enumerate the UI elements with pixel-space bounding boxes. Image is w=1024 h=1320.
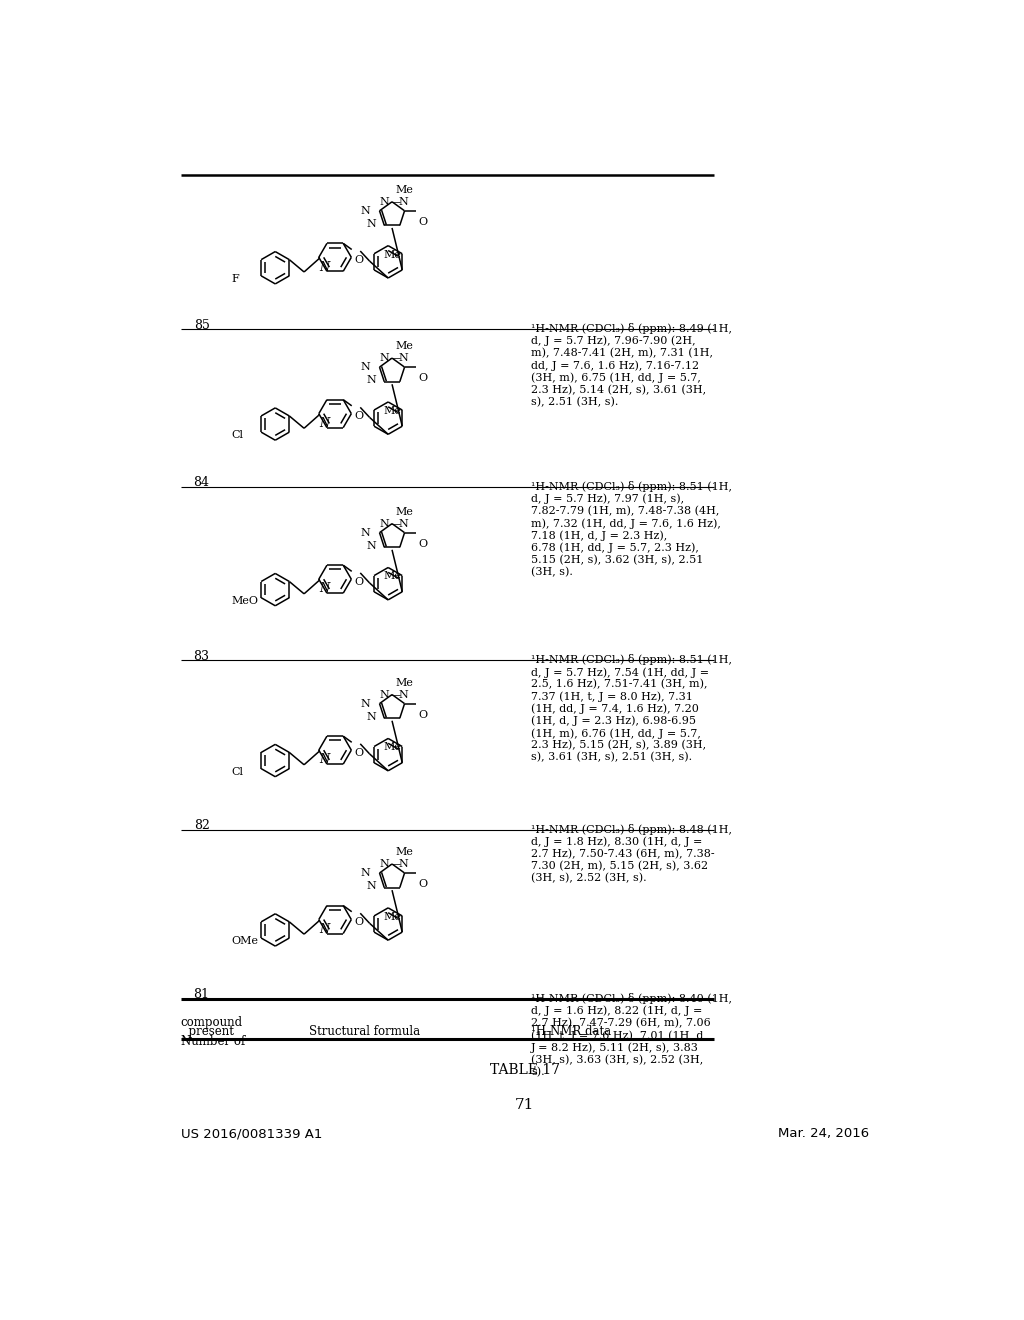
- Text: ¹H-NMR (CDCl₃) δ (ppm): 8.51 (1H,
d, J = 5.7 Hz), 7.54 (1H, dd, J =
2.5, 1.6 Hz): ¹H-NMR (CDCl₃) δ (ppm): 8.51 (1H, d, J =…: [531, 655, 732, 763]
- Text: Cl: Cl: [231, 430, 244, 440]
- Text: ¹H-NMR (CDCl₃) δ (ppm): 8.48 (1H,
d, J = 1.8 Hz), 8.30 (1H, d, J =
2.7 Hz), 7.50: ¹H-NMR (CDCl₃) δ (ppm): 8.48 (1H, d, J =…: [531, 824, 732, 883]
- Text: 81: 81: [194, 989, 210, 1002]
- Text: —: —: [390, 690, 400, 700]
- Text: MeO: MeO: [231, 595, 259, 606]
- Text: N: N: [367, 541, 377, 550]
- Text: Me: Me: [396, 847, 414, 857]
- Text: 83: 83: [194, 649, 210, 663]
- Text: O: O: [355, 577, 364, 587]
- Text: Me: Me: [384, 405, 401, 416]
- Text: N: N: [380, 197, 389, 207]
- Text: N: N: [380, 519, 389, 529]
- Text: present: present: [180, 1026, 233, 1039]
- Text: Cl: Cl: [231, 767, 244, 776]
- Text: ¹H-NMR (CDCl₃) δ (ppm): 8.51 (1H,
d, J = 5.7 Hz), 7.97 (1H, s),
7.82-7.79 (1H, m: ¹H-NMR (CDCl₃) δ (ppm): 8.51 (1H, d, J =…: [531, 480, 732, 577]
- Text: N: N: [380, 354, 389, 363]
- Text: F: F: [231, 275, 240, 284]
- Text: Me: Me: [396, 185, 414, 195]
- Text: —: —: [390, 859, 400, 870]
- Text: Me: Me: [384, 572, 401, 581]
- Text: O: O: [419, 539, 428, 549]
- Text: ¹H-NMR (CDCl₃) δ (ppm): 8.49 (1H,
d, J = 5.7 Hz), 7.96-7.90 (2H,
m), 7.48-7.41 (: ¹H-NMR (CDCl₃) δ (ppm): 8.49 (1H, d, J =…: [531, 323, 732, 407]
- Text: N: N: [398, 197, 408, 207]
- Text: Me: Me: [396, 341, 414, 351]
- Text: O: O: [419, 710, 428, 719]
- Text: Me: Me: [396, 507, 414, 516]
- Text: N: N: [398, 519, 408, 529]
- Text: 85: 85: [194, 318, 210, 331]
- Text: N: N: [398, 354, 408, 363]
- Text: N: N: [380, 690, 389, 700]
- Text: Me: Me: [384, 249, 401, 260]
- Text: Structural formula: Structural formula: [309, 1026, 420, 1039]
- Text: 71: 71: [515, 1098, 535, 1111]
- Text: ¹H-NMR data: ¹H-NMR data: [531, 1026, 611, 1039]
- Text: N: N: [367, 882, 377, 891]
- Text: —: —: [390, 197, 400, 207]
- Text: ¹H-NMR (CDCl₃) δ (ppm): 8.40 (1H,
d, J = 1.6 Hz), 8.22 (1H, d, J =
2.7 Hz), 7.47: ¹H-NMR (CDCl₃) δ (ppm): 8.40 (1H, d, J =…: [531, 993, 732, 1077]
- Text: N: N: [398, 690, 408, 700]
- Text: N: N: [360, 362, 371, 372]
- Text: O: O: [419, 216, 428, 227]
- Text: 82: 82: [194, 818, 210, 832]
- Text: N: N: [319, 582, 330, 595]
- Text: TABLE 17: TABLE 17: [489, 1063, 560, 1077]
- Text: US 2016/0081339 A1: US 2016/0081339 A1: [180, 1127, 323, 1140]
- Text: N: N: [360, 698, 371, 709]
- Text: N: N: [319, 754, 330, 767]
- Text: N: N: [360, 528, 371, 537]
- Text: Me: Me: [396, 677, 414, 688]
- Text: OMe: OMe: [231, 936, 259, 946]
- Text: Mar. 24, 2016: Mar. 24, 2016: [778, 1127, 869, 1140]
- Text: —: —: [390, 519, 400, 529]
- Text: —: —: [390, 354, 400, 363]
- Text: compound: compound: [180, 1016, 243, 1030]
- Text: Number of: Number of: [180, 1035, 245, 1048]
- Text: N: N: [367, 375, 377, 385]
- Text: O: O: [419, 374, 428, 383]
- Text: N: N: [380, 859, 389, 870]
- Text: N: N: [360, 206, 371, 215]
- Text: Me: Me: [384, 912, 401, 921]
- Text: O: O: [355, 917, 364, 927]
- Text: N: N: [398, 859, 408, 870]
- Text: N: N: [319, 417, 330, 430]
- Text: O: O: [355, 412, 364, 421]
- Text: O: O: [419, 879, 428, 890]
- Text: N: N: [367, 219, 377, 228]
- Text: N: N: [319, 260, 330, 273]
- Text: N: N: [319, 923, 330, 936]
- Text: Me: Me: [384, 742, 401, 752]
- Text: N: N: [367, 711, 377, 722]
- Text: O: O: [355, 255, 364, 265]
- Text: O: O: [355, 747, 364, 758]
- Text: N: N: [360, 869, 371, 878]
- Text: 84: 84: [194, 477, 210, 490]
